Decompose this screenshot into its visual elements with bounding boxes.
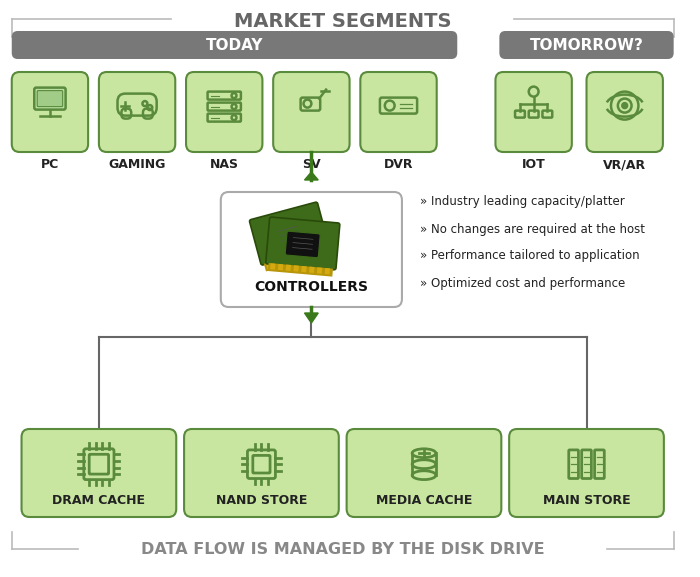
Text: CONTROLLERS: CONTROLLERS bbox=[254, 280, 368, 294]
Text: » Industry leading capacity/platter: » Industry leading capacity/platter bbox=[419, 196, 624, 208]
Bar bbox=[296, 254, 302, 261]
Bar bbox=[286, 265, 291, 271]
Bar bbox=[293, 265, 299, 272]
Circle shape bbox=[622, 103, 628, 108]
FancyBboxPatch shape bbox=[271, 219, 308, 250]
Text: DATA FLOW IS MANAGED BY THE DISK DRIVE: DATA FLOW IS MANAGED BY THE DISK DRIVE bbox=[141, 541, 545, 556]
Bar bbox=[281, 258, 287, 265]
Bar bbox=[278, 264, 284, 270]
FancyBboxPatch shape bbox=[99, 72, 175, 152]
FancyBboxPatch shape bbox=[266, 217, 340, 270]
FancyBboxPatch shape bbox=[37, 91, 63, 107]
Text: TODAY: TODAY bbox=[206, 38, 263, 53]
Text: IOT: IOT bbox=[522, 158, 545, 171]
Bar bbox=[288, 256, 295, 263]
Polygon shape bbox=[304, 313, 318, 323]
Bar bbox=[309, 267, 314, 273]
FancyBboxPatch shape bbox=[184, 429, 339, 517]
FancyBboxPatch shape bbox=[34, 88, 66, 110]
FancyBboxPatch shape bbox=[186, 72, 262, 152]
FancyBboxPatch shape bbox=[360, 72, 437, 152]
Text: SV: SV bbox=[302, 158, 321, 171]
Bar bbox=[270, 263, 276, 269]
Text: VR/AR: VR/AR bbox=[603, 158, 646, 171]
Ellipse shape bbox=[412, 449, 436, 458]
FancyBboxPatch shape bbox=[587, 72, 663, 152]
FancyBboxPatch shape bbox=[22, 429, 176, 517]
Bar bbox=[301, 266, 307, 272]
FancyBboxPatch shape bbox=[285, 231, 320, 258]
Bar bbox=[325, 268, 330, 275]
Text: » Optimized cost and performance: » Optimized cost and performance bbox=[419, 276, 625, 290]
Text: TOMORROW?: TOMORROW? bbox=[530, 38, 643, 53]
Text: NAND STORE: NAND STORE bbox=[216, 494, 307, 508]
Bar bbox=[318, 248, 325, 255]
FancyBboxPatch shape bbox=[249, 202, 329, 265]
Text: » Performance tailored to application: » Performance tailored to application bbox=[419, 249, 639, 263]
Bar bbox=[266, 262, 272, 269]
FancyBboxPatch shape bbox=[273, 72, 349, 152]
Text: » No changes are required at the host: » No changes are required at the host bbox=[419, 223, 645, 235]
FancyBboxPatch shape bbox=[12, 72, 88, 152]
Text: DVR: DVR bbox=[384, 158, 413, 171]
FancyBboxPatch shape bbox=[12, 31, 457, 59]
Text: NAS: NAS bbox=[210, 158, 239, 171]
Polygon shape bbox=[304, 172, 318, 180]
FancyBboxPatch shape bbox=[220, 192, 402, 307]
Text: MARKET SEGMENTS: MARKET SEGMENTS bbox=[234, 12, 452, 31]
Text: DRAM CACHE: DRAM CACHE bbox=[52, 494, 146, 508]
Text: GAMING: GAMING bbox=[108, 158, 166, 171]
Bar bbox=[304, 252, 310, 259]
Bar bbox=[312, 250, 317, 257]
Bar bbox=[268, 263, 333, 276]
FancyBboxPatch shape bbox=[499, 31, 673, 59]
FancyBboxPatch shape bbox=[509, 429, 664, 517]
FancyBboxPatch shape bbox=[496, 72, 572, 152]
Text: MAIN STORE: MAIN STORE bbox=[542, 494, 630, 508]
Bar bbox=[317, 267, 322, 273]
Bar bbox=[264, 247, 328, 271]
Text: MEDIA CACHE: MEDIA CACHE bbox=[376, 494, 473, 508]
Bar bbox=[273, 260, 279, 267]
FancyBboxPatch shape bbox=[346, 429, 501, 517]
Text: PC: PC bbox=[41, 158, 59, 171]
